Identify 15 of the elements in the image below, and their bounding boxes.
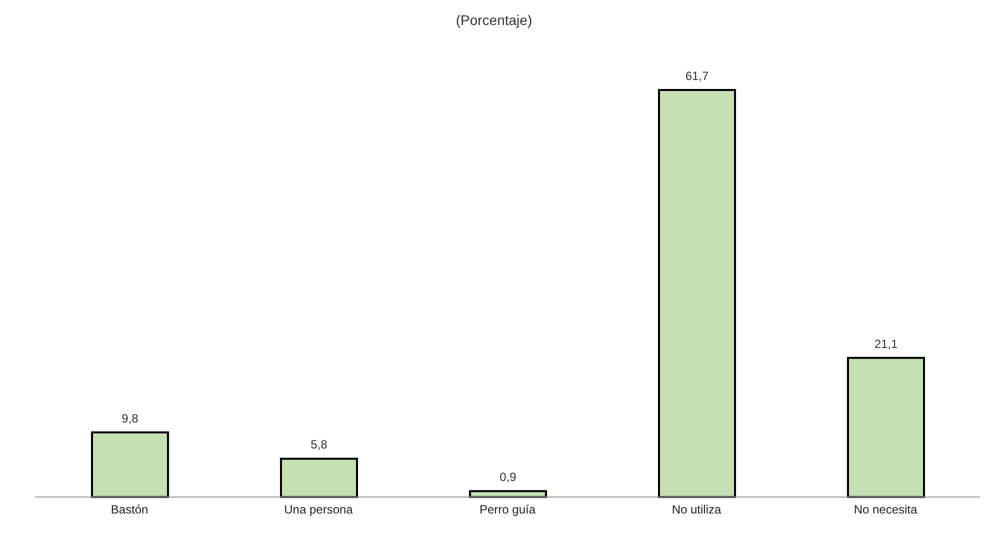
x-tick-label: Bastón [110,502,148,517]
x-tick-label: No necesita [854,502,918,517]
data-label: 0,9 [500,470,517,484]
x-tick-label: No utiliza [672,502,722,517]
chart-title: (Porcentaje) [454,11,534,30]
data-label: 9,8 [122,411,139,426]
bar [658,89,736,498]
x-tick-label: Una persona [284,502,354,517]
data-label: 61,7 [685,69,709,83]
data-label: 21,1 [874,336,898,351]
bar [91,431,169,498]
bar [847,356,925,498]
bar [280,458,358,498]
x-tick-label: Perro guía [479,502,536,517]
data-label: 5,8 [310,438,328,452]
